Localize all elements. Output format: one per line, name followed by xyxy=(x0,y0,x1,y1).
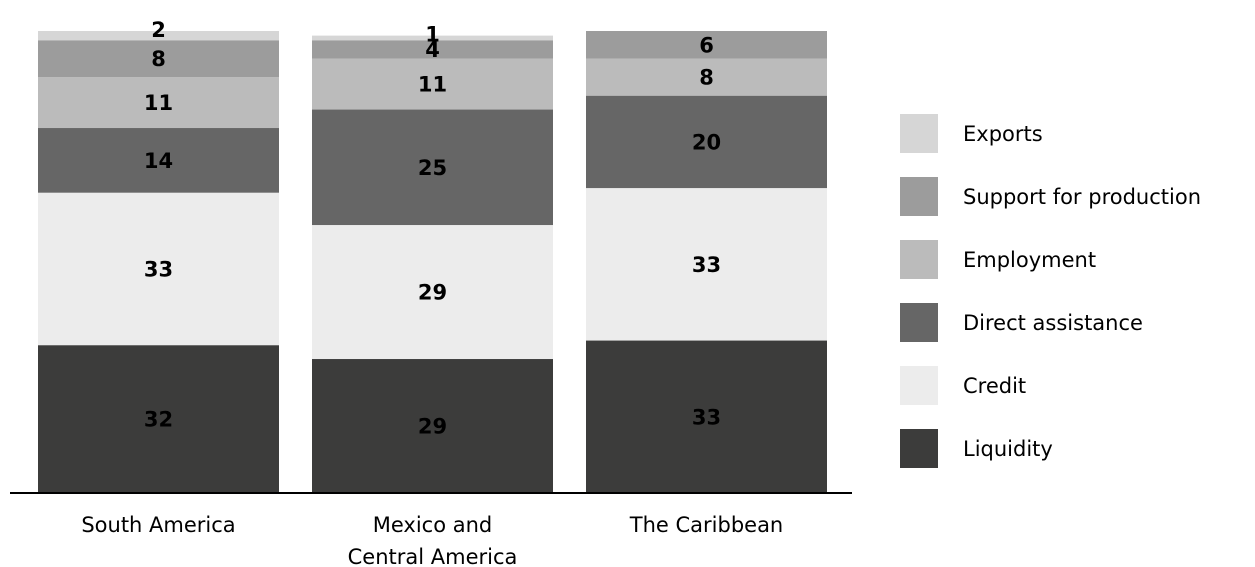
bar-segment-mexico-and-central-america-direct-assistance xyxy=(312,109,553,226)
data-label-mexico-and-central-america-direct-assistance: 25 xyxy=(418,156,447,180)
data-label-the-caribbean-support-for-production: 6 xyxy=(699,33,714,57)
legend-label-direct-assistance: Direct assistance xyxy=(963,311,1143,335)
bar-segment-south-america-support-for-production xyxy=(38,40,279,78)
x-tick-labels-group: South America Mexico and Central America Th… xyxy=(81,513,783,567)
x-tick-label-south-america: South America xyxy=(81,513,235,537)
legend-label-credit: Credit xyxy=(963,374,1026,398)
legend-label-exports: Exports xyxy=(963,122,1043,146)
data-label-the-caribbean-liquidity: 33 xyxy=(692,405,721,429)
bar-segment-south-america-employment xyxy=(38,77,279,129)
segment-labels-group: 32 33 14 11 8 2 29 29 25 11 41 33 33 20 8 6 xyxy=(144,18,721,439)
legend: Exports Support for production Employment D… xyxy=(900,114,1201,468)
bar-segment-the-caribbean-direct-assistance xyxy=(586,95,827,189)
data-label-the-caribbean-credit: 33 xyxy=(692,253,721,277)
bar-segment-mexico-and-central-america-employment xyxy=(312,58,553,110)
bar-segment-the-caribbean-support-for-production xyxy=(586,31,827,59)
data-label-mexico-and-central-america-exports: 1 xyxy=(425,23,440,47)
bar-segment-mexico-and-central-america-liquidity xyxy=(312,359,553,493)
data-label-mexico-and-central-america-support-for-production: 4 xyxy=(425,38,440,62)
bar-segment-south-america-credit xyxy=(38,192,279,346)
data-label-the-caribbean-direct-assistance: 20 xyxy=(692,130,721,154)
legend-label-employment: Employment xyxy=(963,248,1096,272)
legend-swatch-credit xyxy=(900,366,938,405)
legend-swatch-direct-assistance xyxy=(900,303,938,342)
bar-segment-the-caribbean-employment xyxy=(586,58,827,96)
bar-segment-mexico-and-central-america-support-for-production xyxy=(312,40,553,59)
bar-segment-the-caribbean-liquidity xyxy=(586,340,827,493)
x-tick-label-mexico-and-central-america: Mexico and Central America xyxy=(348,513,518,567)
data-label-south-america-liquidity: 32 xyxy=(144,408,173,432)
legend-swatch-support-for-production xyxy=(900,177,938,216)
bar-segment-south-america-direct-assistance xyxy=(38,128,279,193)
data-label-south-america-exports: 2 xyxy=(151,18,166,42)
bar-segment-south-america-liquidity xyxy=(38,345,279,493)
data-label-mexico-and-central-america-liquidity: 29 xyxy=(418,415,447,439)
data-label-mexico-and-central-america-credit: 29 xyxy=(418,281,447,305)
data-label-south-america-employment: 11 xyxy=(144,91,173,115)
bar-segment-mexico-and-central-america-exports xyxy=(312,35,553,41)
data-label-the-caribbean-employment: 8 xyxy=(699,66,714,90)
data-label-south-america-direct-assistance: 14 xyxy=(144,149,173,173)
data-label-south-america-credit: 33 xyxy=(144,257,173,281)
legend-swatch-employment xyxy=(900,240,938,279)
legend-label-liquidity: Liquidity xyxy=(963,437,1053,461)
legend-swatch-liquidity xyxy=(900,429,938,468)
bars-group xyxy=(38,31,827,493)
bar-segment-mexico-and-central-america-credit xyxy=(312,225,553,360)
x-tick-label-the-caribbean: The Caribbean xyxy=(629,513,784,537)
data-label-south-america-support-for-production: 8 xyxy=(151,47,166,71)
data-label-mexico-and-central-america-employment: 11 xyxy=(418,73,447,97)
legend-swatch-exports xyxy=(900,114,938,153)
bar-segment-the-caribbean-credit xyxy=(586,188,827,341)
legend-label-support-for-production: Support for production xyxy=(963,185,1201,209)
bar-segment-south-america-exports xyxy=(38,31,279,41)
